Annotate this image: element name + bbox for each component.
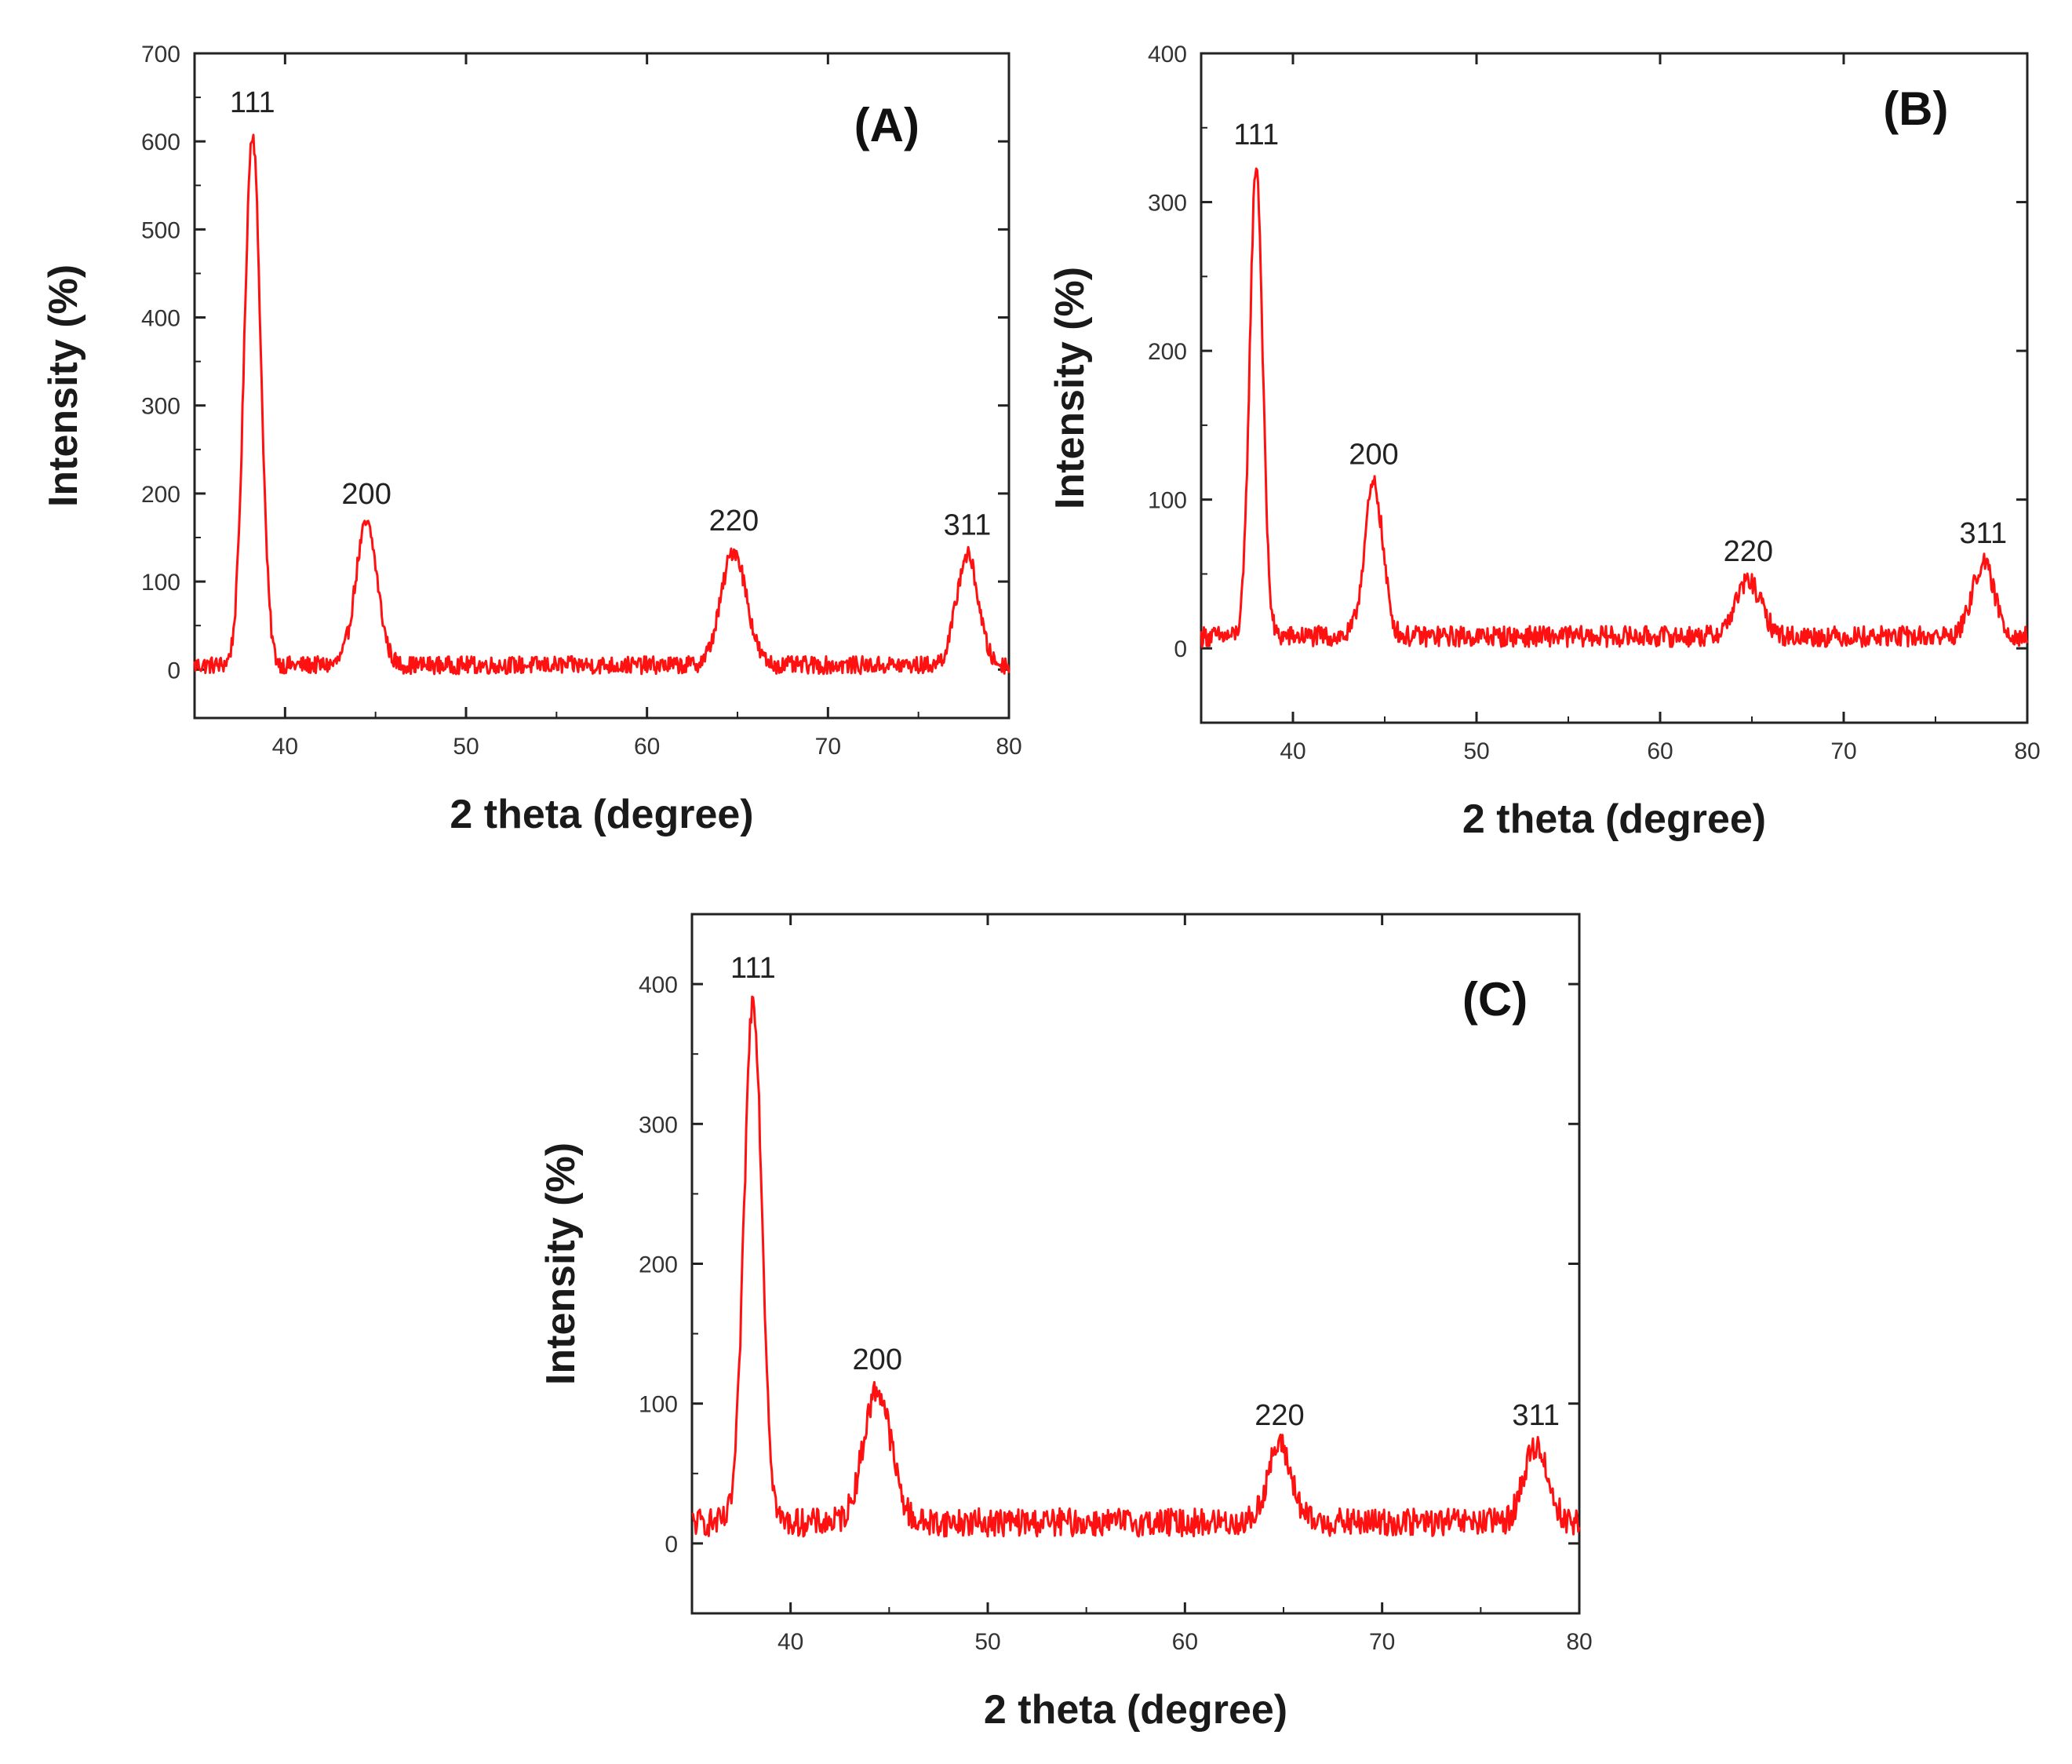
peak-label-311: 311 [1512,1399,1560,1432]
peak-label-220: 220 [709,505,759,538]
x-tick-label: 80 [1566,1629,1592,1655]
x-tick-label: 70 [815,734,841,760]
x-tick-label: 60 [1647,738,1673,764]
plot-frame [193,52,1011,720]
x-tick-label: 50 [1463,738,1489,764]
chart-panel-a: 40 50 60 70 80 0 100 200 300 400 500 600 700 2 theta … [41,42,1022,837]
x-tick-label: 70 [1369,1629,1395,1655]
x-axis-title: 2 theta (degree) [450,792,753,837]
y-tick-label: 400 [1148,42,1187,67]
x-axis-title: 2 theta (degree) [984,1687,1287,1733]
x-tick-label: 50 [453,734,479,760]
peak-label-200: 200 [341,478,391,511]
peak-label-111: 111 [230,86,275,119]
x-tick-label: 60 [634,734,660,760]
y-tick-label: 300 [1148,191,1187,217]
y-tick-label: 100 [639,1392,678,1418]
panel-label: (A) [854,99,919,151]
y-tick-label: 300 [141,394,180,420]
y-axis-title: Intensity (%) [1047,267,1093,509]
chart-panel-b: 40 50 60 70 80 0 100 200 300 400 2 theta (degree) I… [1047,42,2041,842]
x-tick-label: 80 [2014,738,2040,764]
peak-label-111: 111 [1233,118,1279,151]
x-tick-label: 80 [996,734,1021,760]
y-tick-label: 100 [141,570,180,596]
x-tick-label: 40 [777,1629,803,1655]
x-tick-label: 60 [1172,1629,1198,1655]
peak-label-311: 311 [1960,517,2008,550]
x-axis-title: 2 theta (degree) [1462,796,1766,842]
panel-label: (C) [1462,973,1528,1026]
y-axis-title: Intensity (%) [41,264,86,507]
chart-panel-c: 40 50 60 70 80 0 100 200 300 400 2 theta (degree) I… [538,913,1593,1733]
y-tick-label: 200 [639,1252,678,1278]
y-tick-label: 300 [639,1112,678,1138]
panel-label: (B) [1883,82,1948,135]
y-axis-title: Intensity (%) [538,1143,584,1385]
y-tick-label: 700 [141,42,180,67]
y-tick-label: 200 [1148,339,1187,365]
y-tick-label: 200 [141,482,180,508]
y-tick-label: 100 [1148,488,1187,514]
x-tick-label: 40 [1280,738,1305,764]
peak-label-220: 220 [1254,1399,1304,1432]
peak-label-311: 311 [944,508,992,541]
peak-label-200: 200 [1349,439,1398,472]
peak-label-220: 220 [1724,535,1773,568]
y-tick-label: 0 [665,1532,678,1558]
y-tick-label: 400 [639,972,678,998]
peak-label-111: 111 [730,952,776,985]
series-line [193,133,1011,676]
x-tick-label: 70 [1830,738,1856,764]
x-tick-label: 40 [272,734,298,760]
series-line [1200,167,2029,648]
plot-frame [1200,52,2029,724]
y-tick-label: 600 [141,129,180,155]
series-line [691,995,1581,1538]
y-tick-label: 0 [1174,636,1187,662]
y-tick-label: 0 [167,658,180,683]
y-tick-label: 400 [141,306,180,332]
peak-label-200: 200 [853,1343,902,1376]
y-tick-label: 500 [141,217,180,243]
x-tick-label: 50 [974,1629,1000,1655]
